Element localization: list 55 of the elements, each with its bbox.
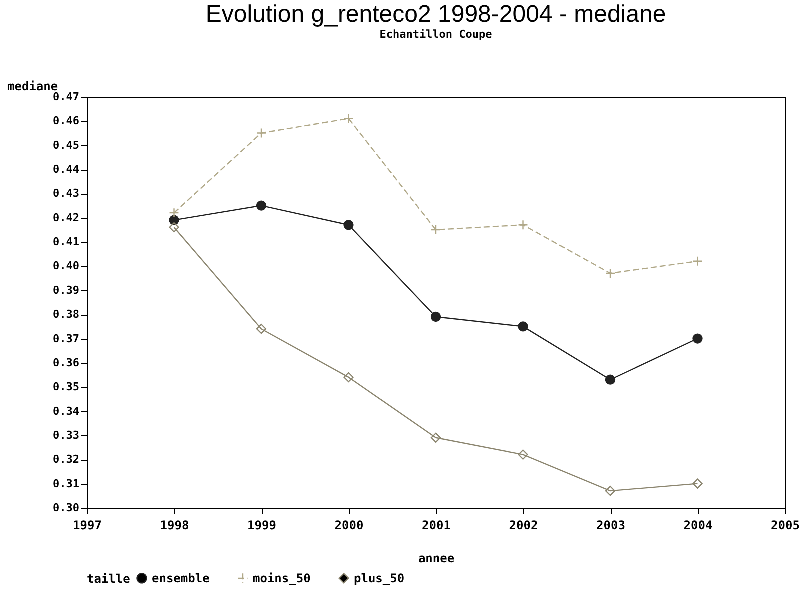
y-tick-label: 0.41 — [53, 236, 80, 249]
x-tick-label: 2002 — [509, 518, 538, 532]
point — [169, 222, 180, 233]
x-tick-label: 2000 — [334, 518, 364, 532]
y-tick-label: 0.43 — [53, 187, 80, 200]
y-tick-label: 0.39 — [53, 284, 80, 297]
chart-title: Evolution g_renteco2 1998-2004 - mediane — [206, 1, 666, 28]
point — [169, 208, 180, 218]
y-tick-label: 0.33 — [53, 428, 80, 442]
point — [256, 200, 267, 211]
point — [256, 128, 267, 138]
point — [518, 220, 528, 230]
y-tick-label: 0.42 — [53, 211, 80, 224]
chart-subtitle: Echantillon Coupe — [380, 28, 493, 41]
x-tick-label: 1997 — [73, 518, 102, 532]
point — [430, 224, 442, 236]
point — [344, 220, 354, 230]
x-axis-title: annee — [418, 552, 455, 566]
point — [518, 450, 528, 460]
x-tick-label: 1999 — [248, 518, 276, 532]
y-tick-label: 0.46 — [53, 114, 80, 128]
legend-label: ensemble — [152, 571, 210, 586]
x-tick-label: 2003 — [596, 518, 626, 532]
y-tick-label: 0.32 — [53, 453, 80, 466]
point — [605, 374, 616, 385]
point — [692, 478, 703, 489]
y-tick-label: 0.34 — [53, 404, 80, 418]
point — [344, 114, 354, 124]
point — [344, 372, 354, 383]
y-tick-label: 0.40 — [53, 260, 80, 273]
legend-label: plus_50 — [354, 571, 405, 586]
point — [692, 334, 703, 344]
y-tick-label: 0.44 — [53, 163, 80, 176]
y-tick-label: 0.47 — [53, 90, 80, 104]
legend-label: moins_50 — [253, 571, 311, 586]
x-tick-label: 2001 — [422, 518, 451, 532]
point — [692, 256, 703, 266]
point — [605, 268, 616, 279]
y-tick-label: 0.37 — [53, 332, 80, 346]
y-axis-title: mediane — [8, 80, 58, 94]
y-tick-label: 0.30 — [53, 502, 80, 514]
point — [430, 312, 442, 322]
legend-title: taille — [87, 572, 130, 586]
x-tick-label: 2004 — [684, 518, 713, 532]
y-tick-label: 0.38 — [53, 308, 80, 322]
y-tick-label: 0.31 — [53, 477, 80, 490]
y-tick-label: 0.35 — [53, 380, 80, 394]
point — [430, 432, 442, 443]
point — [518, 322, 528, 332]
point — [605, 486, 616, 496]
x-tick-label: 2005 — [771, 518, 800, 532]
point — [256, 324, 267, 334]
y-tick-label: 0.45 — [53, 138, 80, 152]
y-tick-label: 0.36 — [53, 356, 80, 370]
x-tick-label: 1998 — [160, 518, 190, 532]
